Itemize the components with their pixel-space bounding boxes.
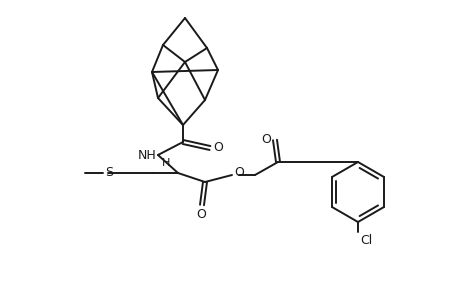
- Text: O: O: [261, 133, 270, 146]
- Text: O: O: [213, 140, 223, 154]
- Text: O: O: [234, 167, 243, 179]
- Text: Cl: Cl: [359, 233, 371, 247]
- Text: H: H: [162, 158, 170, 168]
- Text: NH: NH: [138, 148, 157, 161]
- Text: O: O: [196, 208, 206, 221]
- Text: S: S: [105, 167, 113, 179]
